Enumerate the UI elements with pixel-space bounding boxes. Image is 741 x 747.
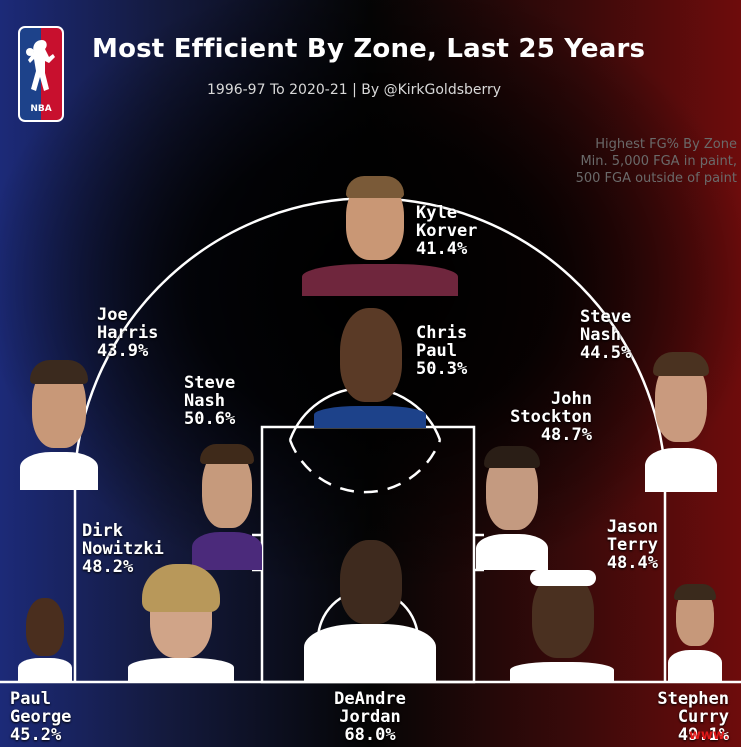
player-first-name: DeAndre xyxy=(334,689,406,709)
player-last-name: Paul xyxy=(416,341,457,361)
nba-logo-text: NBA xyxy=(30,104,52,114)
player-first-name: Kyle xyxy=(416,203,457,223)
label-harris: Joe Harris 43.9% xyxy=(97,306,158,360)
player-last-name: Harris xyxy=(97,323,159,343)
criteria-note: Highest FG% By Zone Min. 5,000 FGA in pa… xyxy=(517,136,737,187)
player-last-name: Jordan xyxy=(339,707,401,727)
player-last-name: Stockton xyxy=(510,407,592,427)
player-first-name: John xyxy=(551,389,592,409)
player-fg-pct: 48.2% xyxy=(82,557,134,577)
criteria-line: 500 FGA outside of paint xyxy=(575,171,737,186)
player-fg-pct: 50.6% xyxy=(184,409,236,429)
label-nashmid: Steve Nash 50.6% xyxy=(184,374,235,428)
player-first-name: Chris xyxy=(416,323,468,343)
player-fg-pct: 48.7% xyxy=(540,425,592,445)
player-photo-nash3 xyxy=(645,352,717,492)
label-korver: Kyle Korver 41.4% xyxy=(416,204,477,258)
player-fg-pct: 68.0% xyxy=(344,725,396,745)
player-fg-pct: 44.5% xyxy=(580,343,632,363)
nba-logo: NBA xyxy=(18,26,64,122)
player-last-name: George xyxy=(10,707,72,727)
player-photo-paul xyxy=(310,308,430,428)
player-fg-pct: 49.1% xyxy=(677,725,729,745)
player-photo-stockton xyxy=(476,446,548,570)
player-photo-terry xyxy=(510,566,614,682)
player-photo-curry xyxy=(668,584,722,682)
player-last-name: Nowitzki xyxy=(82,539,164,559)
player-first-name: Joe xyxy=(97,305,128,325)
player-photo-korver xyxy=(300,176,460,296)
player-fg-pct: 43.9% xyxy=(97,341,149,361)
player-last-name: Nash xyxy=(580,325,621,345)
player-first-name: Steve xyxy=(580,307,632,327)
label-paul: Chris Paul 50.3% xyxy=(416,324,467,378)
player-photo-harris xyxy=(20,360,98,490)
player-first-name: Dirk xyxy=(82,521,123,541)
label-curry: Stephen Curry 49.1% xyxy=(619,690,729,744)
free-throw-circle-dashed xyxy=(288,439,442,494)
player-photo-nowitzki xyxy=(128,564,234,682)
label-nowitzki: Dirk Nowitzki 48.2% xyxy=(82,522,164,576)
player-first-name: Steve xyxy=(184,373,236,393)
player-photo-george xyxy=(18,596,72,682)
watermark: www. xyxy=(688,728,729,743)
criteria-line: Highest FG% By Zone xyxy=(595,137,737,152)
player-last-name: Terry xyxy=(606,535,658,555)
player-fg-pct: 48.4% xyxy=(606,553,658,573)
label-george: Paul George 45.2% xyxy=(10,690,71,744)
page-title: Most Efficient By Zone, Last 25 Years xyxy=(92,34,646,64)
player-fg-pct: 41.4% xyxy=(416,239,468,259)
player-first-name: Stephen xyxy=(657,689,729,709)
player-photo-jordan xyxy=(284,540,456,682)
player-fg-pct: 50.3% xyxy=(416,359,468,379)
player-photo-nashmid xyxy=(192,444,262,570)
subtitle: 1996-97 To 2020-21 | By @KirkGoldsberry xyxy=(207,82,502,98)
player-last-name: Nash xyxy=(184,391,225,411)
label-nash3: Steve Nash 44.5% xyxy=(580,308,631,362)
player-last-name: Curry xyxy=(677,707,729,727)
player-first-name: Paul xyxy=(10,689,51,709)
label-jordan: DeAndre Jordan 68.0% xyxy=(300,690,440,744)
player-fg-pct: 45.2% xyxy=(10,725,62,745)
criteria-line: Min. 5,000 FGA in paint, xyxy=(580,154,737,169)
label-stockton: John Stockton 48.7% xyxy=(484,390,592,444)
player-first-name: Jason xyxy=(606,517,658,537)
player-last-name: Korver xyxy=(416,221,478,241)
label-terry: Jason Terry 48.4% xyxy=(560,518,658,572)
